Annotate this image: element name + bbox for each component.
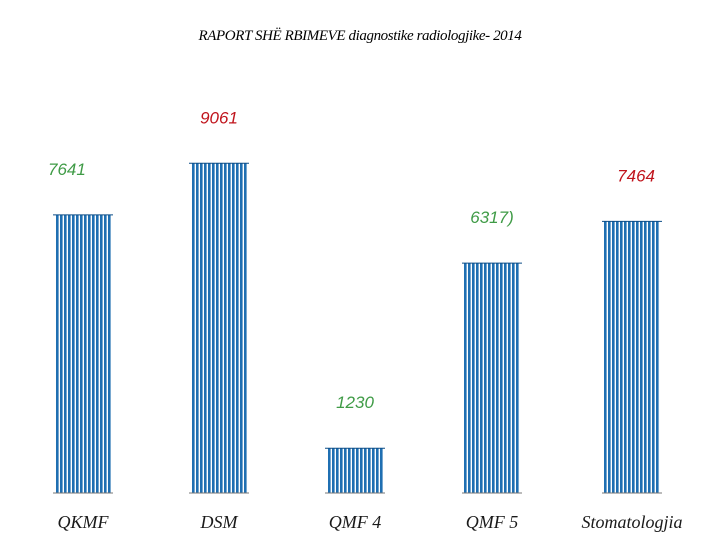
category-label: Stomatologjia <box>581 512 682 532</box>
data-label: 6317) <box>470 208 513 227</box>
bar-group-2: 9061 DSM <box>189 108 249 532</box>
category-label: QMF 5 <box>466 512 519 532</box>
bar-group-4: 6317) QMF 5 <box>462 208 522 532</box>
bar-group-5: 7464 Stomatologjia <box>581 166 682 532</box>
bar-qmf-4 <box>327 448 383 493</box>
category-label: QKMF <box>58 512 110 532</box>
data-label: 7641 <box>48 160 86 179</box>
bar-qkmf <box>55 214 111 494</box>
bar-group-3: 1230 QMF 4 <box>325 393 385 532</box>
data-label: 7464 <box>617 166 655 185</box>
bar-dsm <box>191 163 247 493</box>
bar-stomatologjia <box>604 221 660 494</box>
chart-title: RAPORT SHË RBIMEVE diagnostike radiologj… <box>198 28 522 44</box>
data-label: 1230 <box>336 393 374 412</box>
category-label: DSM <box>200 512 239 532</box>
bar-group-1: 7641 QKMF <box>48 160 113 532</box>
bar-qmf-5 <box>464 263 520 493</box>
data-label: 9061 <box>200 108 238 127</box>
category-label: QMF 4 <box>329 512 382 532</box>
